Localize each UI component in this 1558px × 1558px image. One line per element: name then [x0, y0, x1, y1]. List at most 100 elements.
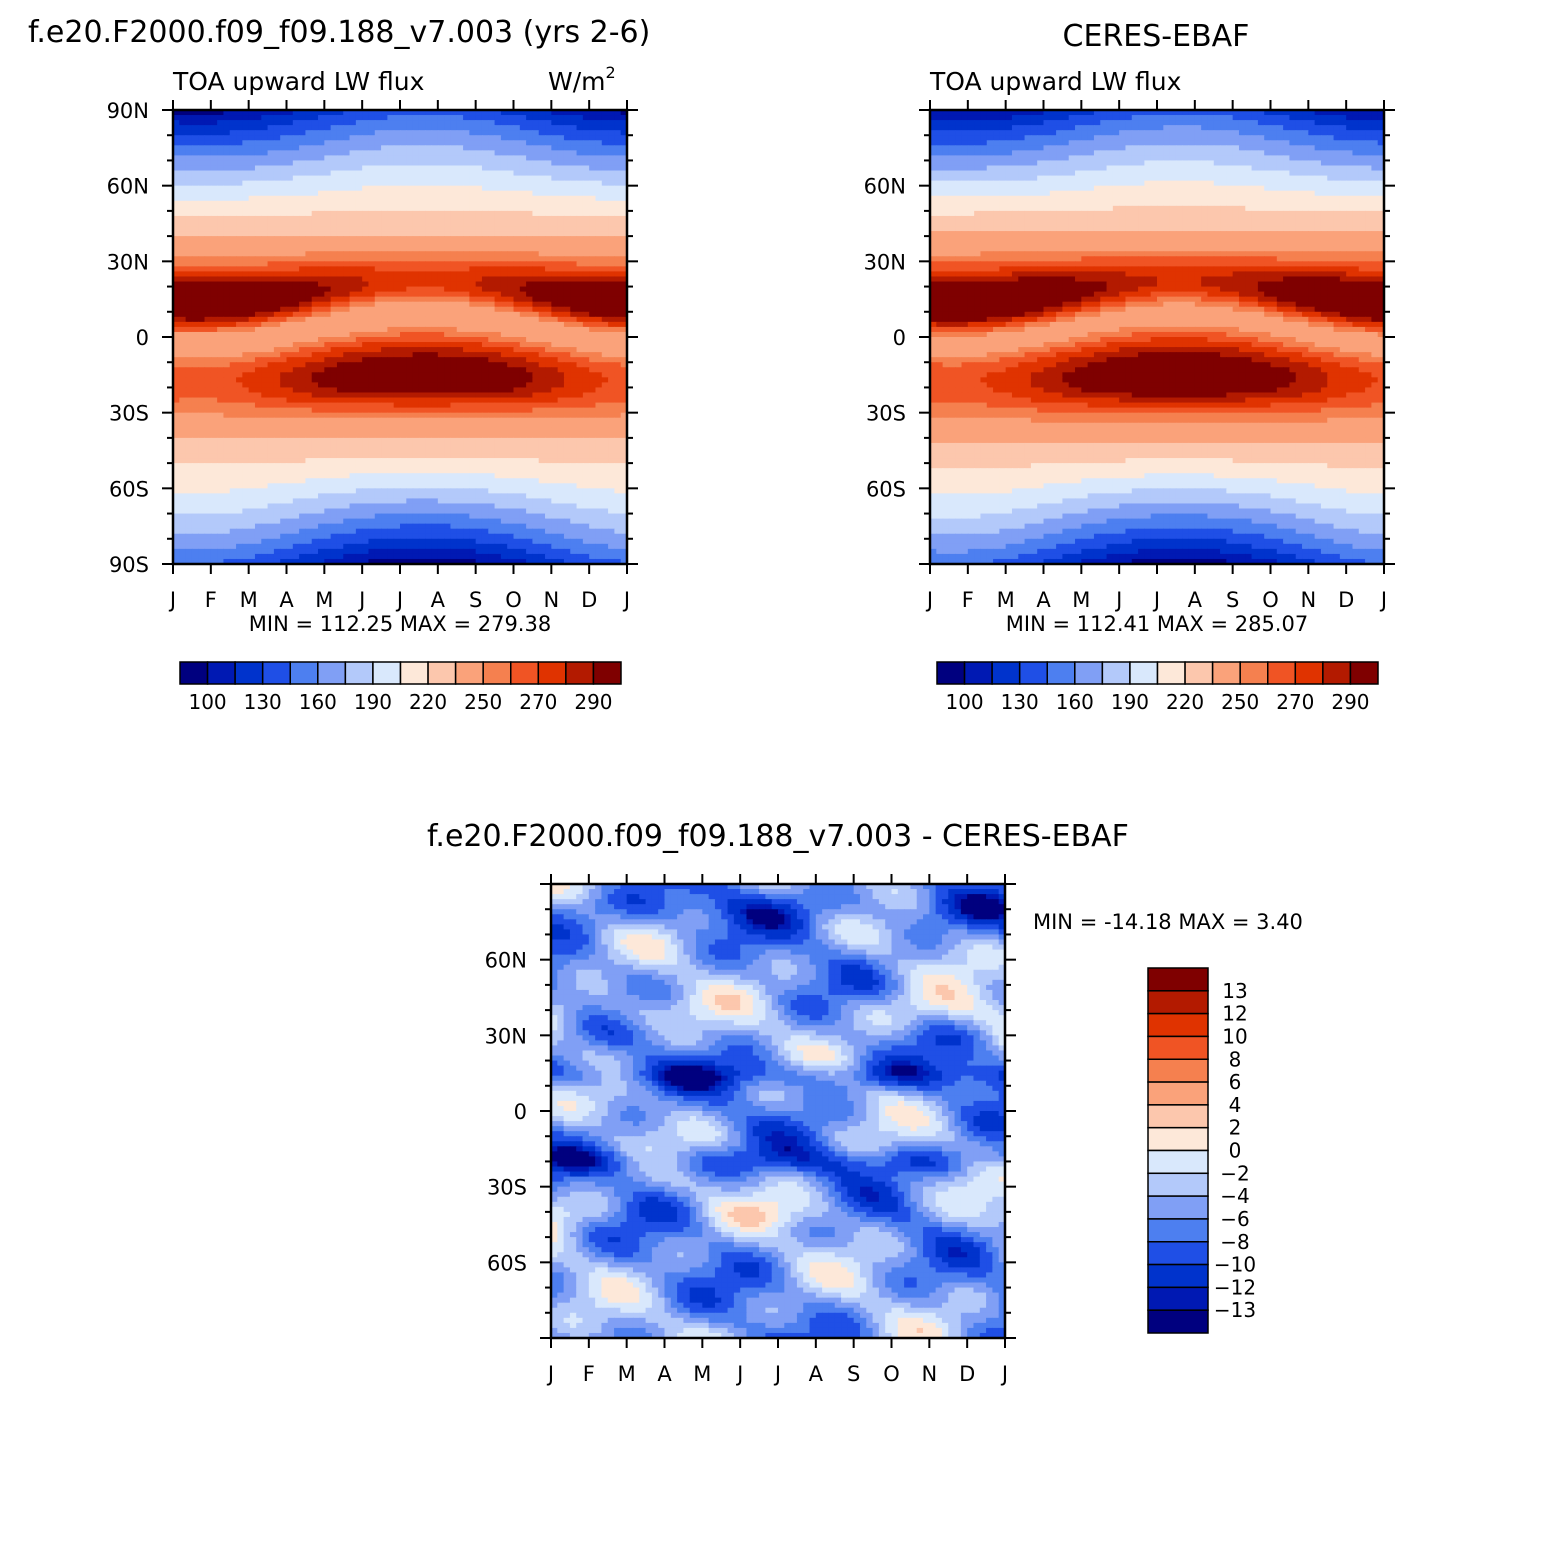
heatmap-cell: [507, 372, 515, 378]
heatmap-cell: [185, 210, 193, 217]
heatmap-cell: [324, 427, 332, 434]
heatmap-cell: [545, 342, 552, 348]
heatmap-cell: [273, 377, 281, 383]
heatmap-cell: [444, 140, 452, 146]
heatmap-cell: [545, 281, 552, 288]
heatmap-cell: [374, 447, 382, 454]
heatmap-cell: [557, 352, 565, 358]
heatmap-cell: [500, 402, 508, 409]
heatmap-cell: [519, 226, 527, 232]
heatmap-cell: [570, 115, 578, 121]
heatmap-cell: [481, 271, 489, 278]
heatmap-cell: [381, 210, 388, 217]
heatmap-cell: [456, 140, 464, 146]
heatmap-cell: [519, 110, 527, 116]
heatmap-cell: [349, 291, 357, 298]
heatmap-cell: [412, 331, 420, 338]
heatmap-cell: [368, 402, 376, 409]
heatmap-cell: [204, 458, 212, 464]
heatmap-cell: [444, 402, 452, 409]
heatmap-cell: [343, 337, 351, 343]
heatmap-cell: [343, 377, 351, 383]
heatmap-cell: [343, 256, 351, 262]
heatmap-cell: [236, 432, 243, 439]
heatmap-cell: [173, 311, 180, 318]
heatmap-cell: [267, 271, 275, 278]
heatmap-cell: [210, 130, 218, 136]
heatmap-cell: [324, 321, 332, 328]
heatmap-cell: [292, 251, 300, 257]
heatmap-cell: [229, 337, 237, 343]
heatmap-cell: [582, 412, 590, 419]
heatmap-cell: [393, 331, 401, 338]
heatmap-cell: [185, 120, 193, 126]
heatmap-cell: [456, 427, 464, 434]
heatmap-cell: [362, 185, 370, 192]
heatmap-cell: [595, 392, 603, 399]
heatmap-cell: [595, 286, 603, 293]
heatmap-cell: [425, 453, 433, 459]
heatmap-cell: [463, 110, 470, 116]
heatmap-cell: [532, 372, 540, 378]
heatmap-cell: [254, 402, 262, 409]
heatmap-cell: [526, 296, 534, 303]
heatmap-cell: [406, 352, 414, 358]
heatmap-cell: [210, 306, 218, 313]
heatmap-cell: [425, 311, 433, 318]
heatmap-cell: [475, 331, 483, 338]
heatmap-cell: [456, 412, 464, 419]
heatmap-cell: [393, 347, 401, 353]
heatmap-cell: [336, 432, 344, 439]
heatmap-cell: [412, 241, 420, 247]
heatmap-cell: [481, 427, 489, 434]
heatmap-cell: [570, 155, 578, 162]
heatmap-cell: [173, 231, 180, 237]
heatmap-cell: [444, 130, 452, 136]
heatmap-cell: [500, 437, 508, 444]
heatmap-cell: [463, 442, 470, 449]
heatmap-cell: [286, 437, 294, 444]
heatmap-cell: [601, 337, 609, 343]
heatmap-cell: [481, 115, 489, 121]
heatmap-cell: [406, 357, 414, 363]
heatmap-cell: [418, 432, 426, 439]
heatmap-cell: [223, 442, 231, 449]
heatmap-cell: [519, 271, 527, 278]
heatmap-cell: [368, 231, 376, 237]
heatmap-cell: [425, 342, 433, 348]
heatmap-cell: [229, 205, 237, 212]
heatmap-cell: [570, 251, 578, 257]
heatmap-cell: [507, 145, 515, 151]
heatmap-cell: [614, 220, 622, 227]
heatmap-cell: [355, 372, 363, 378]
heatmap-cell: [444, 210, 452, 217]
heatmap-cell: [437, 231, 445, 237]
heatmap-cell: [400, 140, 407, 146]
heatmap-cell: [355, 145, 363, 151]
heatmap-cell: [374, 190, 382, 197]
heatmap-cell: [374, 422, 382, 429]
heatmap-cell: [450, 210, 458, 217]
heatmap-cell: [305, 215, 313, 222]
heatmap-cell: [280, 266, 288, 273]
heatmap-cell: [513, 160, 521, 167]
heatmap-cell: [532, 397, 540, 404]
heatmap-cell: [381, 362, 388, 368]
heatmap-cell: [336, 271, 344, 278]
heatmap-cell: [330, 301, 338, 308]
heatmap-cell: [475, 125, 483, 131]
heatmap-cell: [330, 140, 338, 146]
heatmap-cell: [185, 175, 193, 182]
heatmap-cell: [425, 190, 433, 197]
heatmap-cell: [576, 437, 584, 444]
heatmap-cell: [191, 367, 199, 373]
heatmap-cell: [532, 175, 540, 182]
heatmap-cell: [431, 271, 439, 278]
heatmap-cell: [513, 342, 521, 348]
heatmap-cell: [538, 387, 546, 394]
heatmap-cell: [343, 342, 351, 348]
heatmap-cell: [368, 362, 376, 368]
heatmap-cell: [614, 150, 622, 156]
heatmap-cell: [608, 130, 615, 136]
heatmap-cell: [545, 432, 552, 439]
